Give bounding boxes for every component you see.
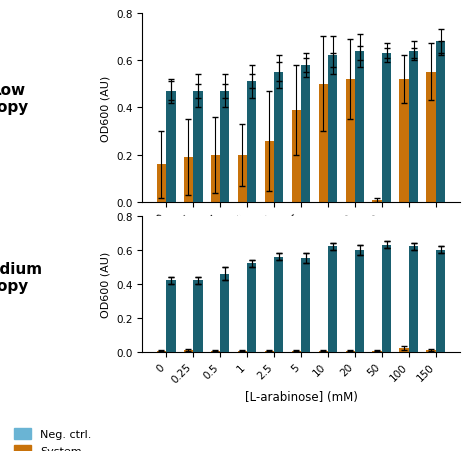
Text: Medium
copy: Medium copy <box>0 261 43 294</box>
Bar <box>220 92 229 203</box>
X-axis label: [L-arabinose] (mM): [L-arabinose] (mM) <box>245 391 357 403</box>
Bar <box>409 51 419 203</box>
Bar <box>156 351 166 352</box>
Bar <box>220 274 229 352</box>
Bar <box>400 348 409 352</box>
Bar <box>264 351 274 352</box>
Bar <box>156 165 166 203</box>
Text: Low
copy: Low copy <box>0 83 29 115</box>
Bar <box>436 49 446 203</box>
Bar <box>193 92 202 203</box>
Bar <box>436 250 446 352</box>
Bar <box>220 92 229 203</box>
Bar <box>346 351 355 352</box>
Bar <box>373 351 382 352</box>
Bar <box>400 80 409 203</box>
Bar <box>274 257 283 352</box>
Bar <box>247 264 256 352</box>
Bar <box>210 156 220 203</box>
Bar <box>436 250 446 352</box>
Bar <box>346 80 355 203</box>
Bar <box>427 350 436 352</box>
Bar <box>328 247 337 352</box>
Bar <box>247 82 256 203</box>
Bar <box>166 92 175 203</box>
Bar <box>193 281 202 352</box>
Bar <box>355 51 365 203</box>
Bar <box>237 351 247 352</box>
Bar <box>183 158 193 203</box>
Y-axis label: OD600 (AU): OD600 (AU) <box>100 251 110 317</box>
Legend: Neg. ctrl., System, Pos. ctrl.: Neg. ctrl., System, Pos. ctrl. <box>14 428 91 451</box>
Bar <box>166 92 175 203</box>
Bar <box>436 42 446 203</box>
Bar <box>292 351 301 352</box>
Bar <box>382 245 392 352</box>
Bar <box>355 250 365 352</box>
Bar <box>355 250 365 352</box>
Bar <box>274 73 283 203</box>
Bar <box>292 110 301 203</box>
Bar <box>301 259 310 352</box>
Bar <box>166 281 175 352</box>
Bar <box>409 247 419 352</box>
Bar <box>373 201 382 203</box>
Bar <box>274 73 283 203</box>
Bar <box>193 92 202 203</box>
Bar <box>220 274 229 352</box>
Bar <box>247 264 256 352</box>
Bar <box>328 247 337 352</box>
Bar <box>409 54 419 203</box>
Bar <box>183 350 193 352</box>
Bar <box>382 245 392 352</box>
Bar <box>382 54 392 203</box>
Bar <box>301 65 310 203</box>
Bar <box>382 54 392 203</box>
Bar <box>264 141 274 203</box>
Bar <box>301 259 310 352</box>
Bar <box>355 54 365 203</box>
Bar <box>237 156 247 203</box>
Bar <box>409 247 419 352</box>
Bar <box>328 56 337 203</box>
Bar <box>166 281 175 352</box>
Bar <box>319 351 328 352</box>
X-axis label: [L-arabinose] (mM): [L-arabinose] (mM) <box>245 242 357 254</box>
Bar <box>328 61 337 203</box>
Bar <box>210 351 220 352</box>
Bar <box>427 73 436 203</box>
Y-axis label: OD600 (AU): OD600 (AU) <box>100 75 110 141</box>
Bar <box>319 85 328 203</box>
Bar <box>247 82 256 203</box>
Bar <box>274 257 283 352</box>
Bar <box>193 281 202 352</box>
Bar <box>301 65 310 203</box>
